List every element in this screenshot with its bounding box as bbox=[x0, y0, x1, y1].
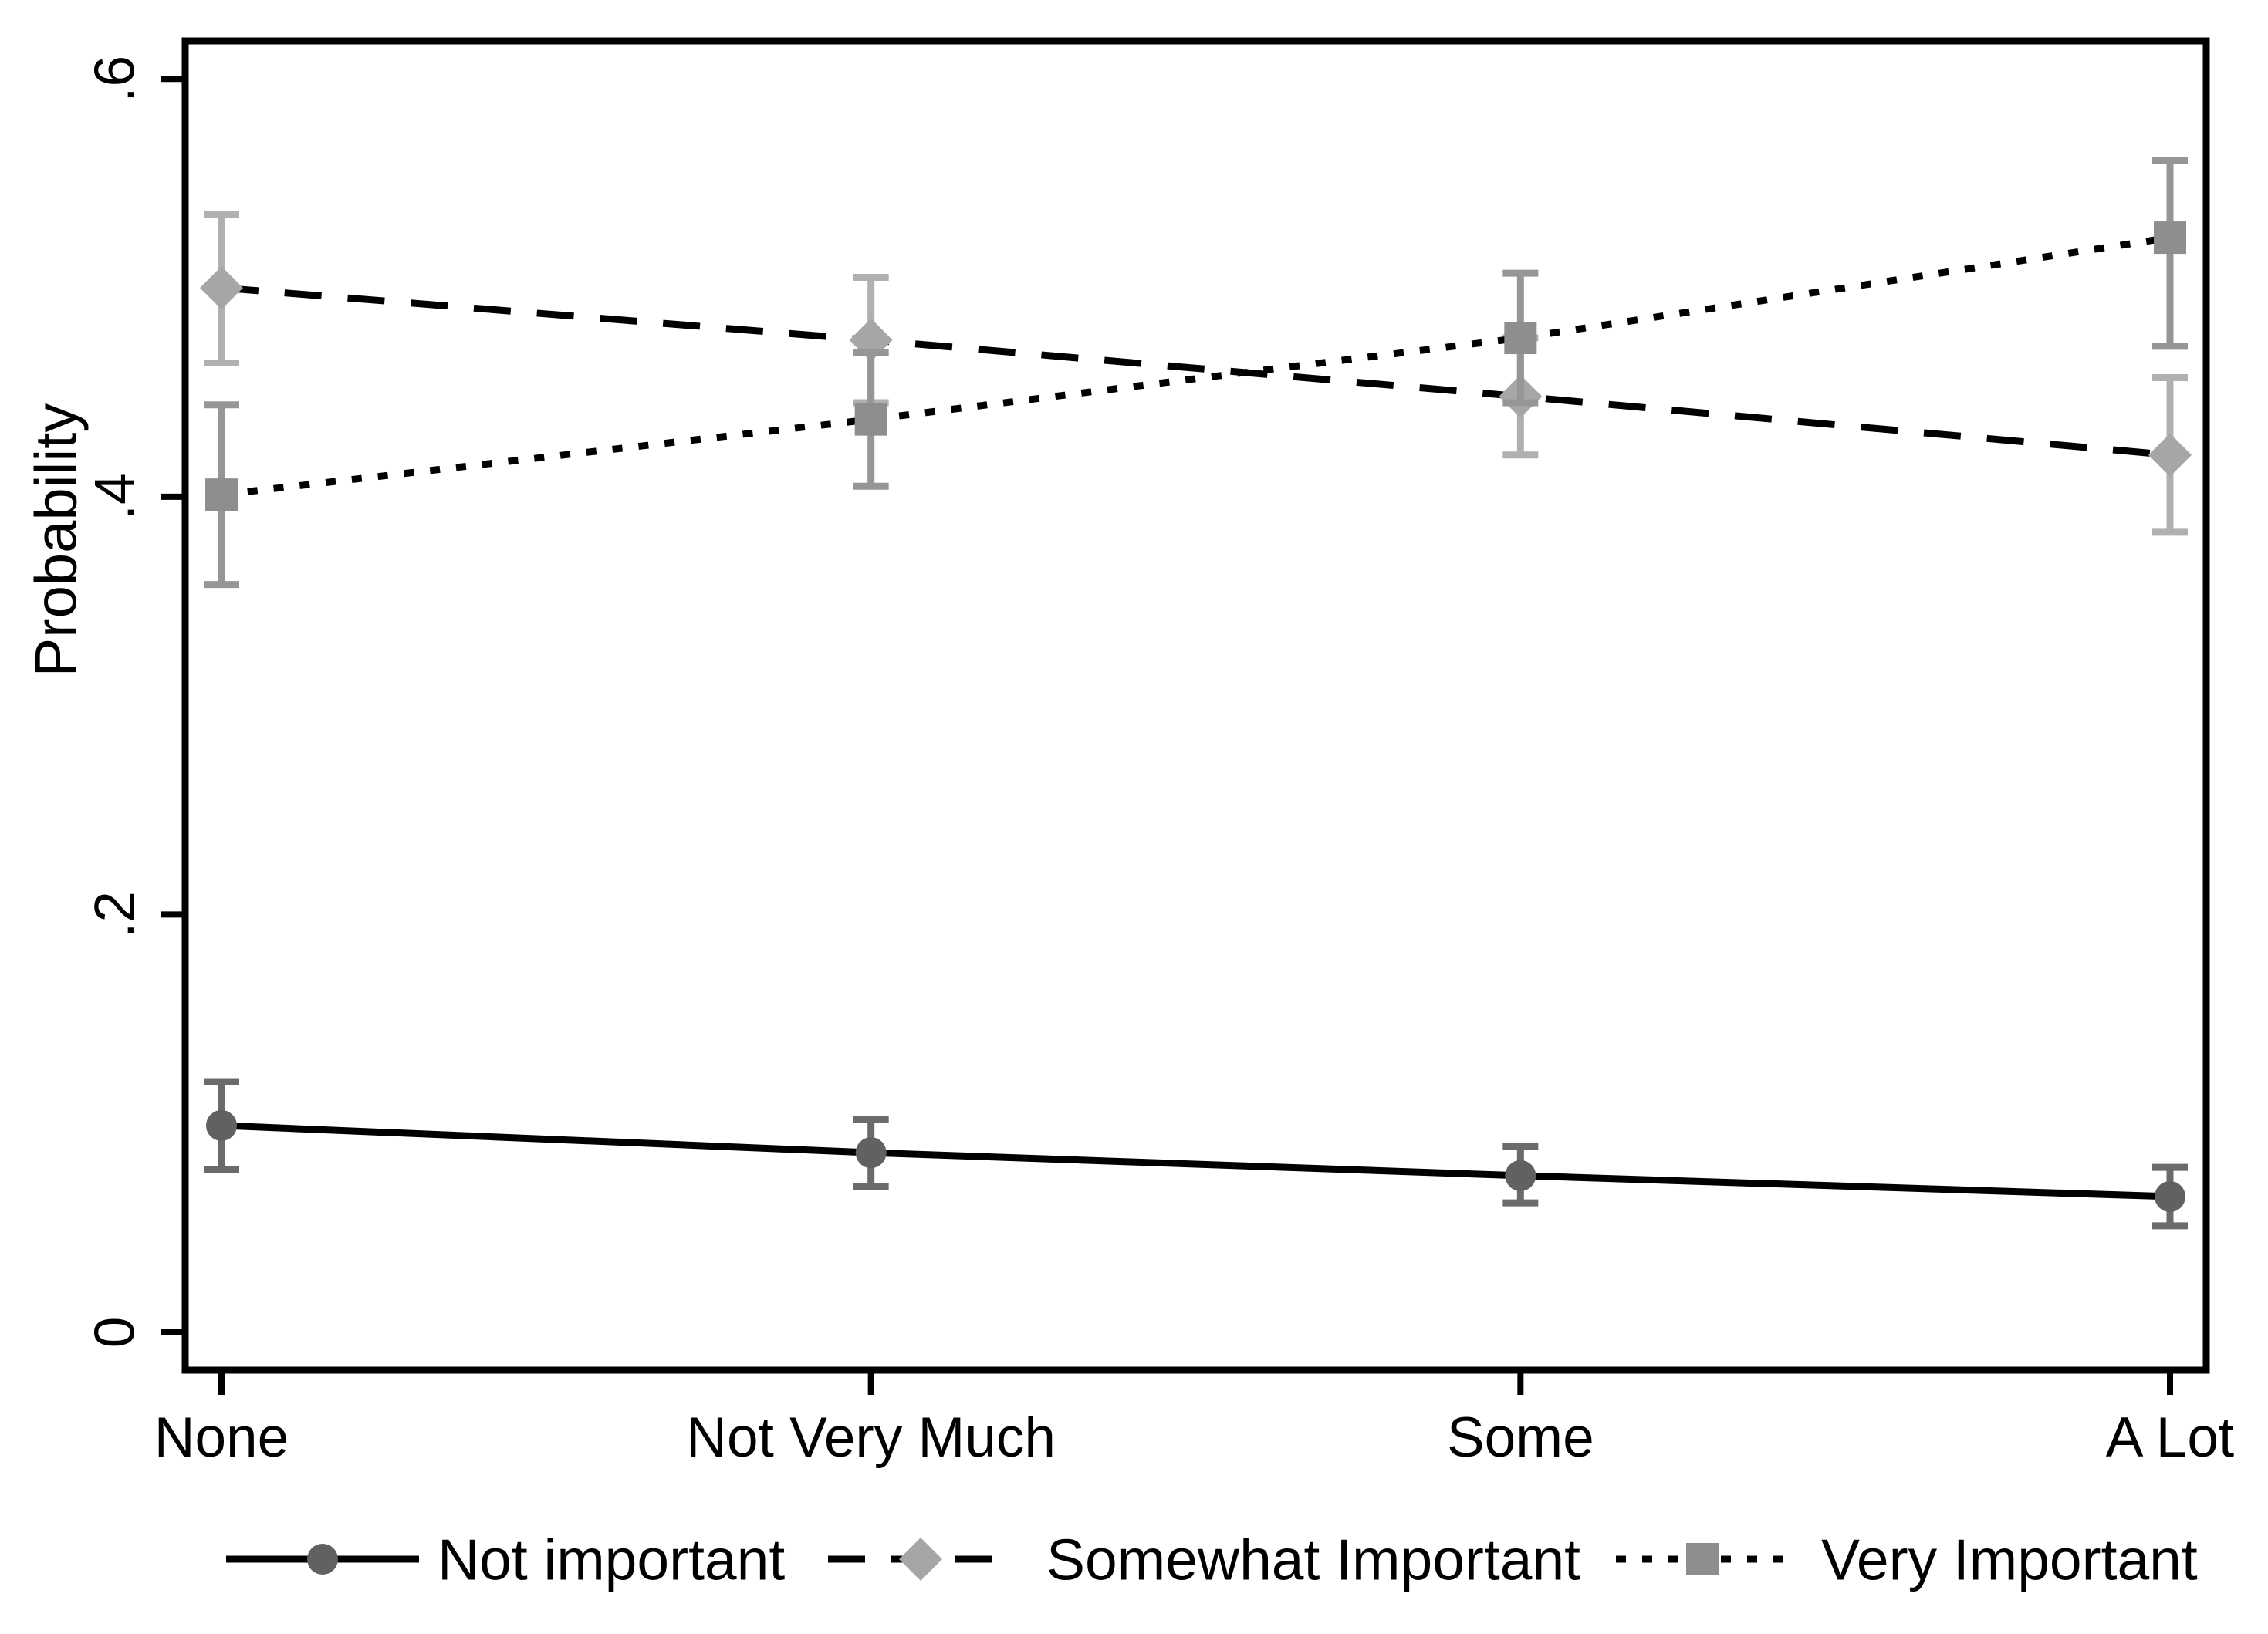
x-axis-category-label: Not Very Much bbox=[686, 1406, 1056, 1469]
x-axis-category-label: A Lot bbox=[2106, 1406, 2234, 1469]
data-point-marker bbox=[855, 1137, 887, 1169]
legend: Not important Somewhat Important Very Impo… bbox=[226, 1527, 2198, 1592]
series-line-solid bbox=[221, 1122, 2171, 1200]
data-point-marker bbox=[200, 266, 243, 310]
legend-marker-square bbox=[1686, 1543, 1719, 1575]
data-point-marker bbox=[2154, 221, 2186, 255]
series-very-important bbox=[204, 157, 2188, 589]
plot-frame bbox=[181, 37, 2210, 1374]
data-point-marker bbox=[1505, 1160, 1536, 1191]
data-point-marker bbox=[206, 1109, 237, 1141]
legend-marker-diamond bbox=[899, 1538, 942, 1581]
x-axis-category-label: Some bbox=[1447, 1406, 1594, 1469]
y-tick-label: 0 bbox=[84, 1317, 147, 1349]
legend-marker-circle bbox=[307, 1544, 338, 1575]
data-point-marker bbox=[1504, 322, 1537, 355]
y-tick-label: .4 bbox=[84, 473, 147, 520]
y-tick-label: .6 bbox=[84, 56, 147, 103]
y-axis-title: Probability bbox=[24, 403, 90, 677]
y-tick-label: .2 bbox=[84, 891, 147, 938]
x-axis-category-label: None bbox=[154, 1406, 289, 1469]
series-somewhat-important bbox=[200, 211, 2192, 536]
series-not-important bbox=[204, 1078, 2188, 1230]
legend-label: Not important bbox=[438, 1527, 785, 1592]
data-point-marker bbox=[2148, 433, 2192, 477]
legend-item-very-important: Very Important bbox=[1616, 1527, 2198, 1592]
legend-label: Very Important bbox=[1821, 1527, 2198, 1592]
series-line-dashed bbox=[221, 284, 2171, 459]
data-point-marker bbox=[205, 478, 238, 511]
legend-label: Somewhat Important bbox=[1046, 1527, 1580, 1592]
legend-item-somewhat-important: Somewhat Important bbox=[828, 1527, 1580, 1592]
data-point-marker bbox=[2155, 1180, 2185, 1212]
data-point-marker bbox=[854, 403, 887, 436]
legend-item-not-important: Not important bbox=[226, 1527, 785, 1592]
